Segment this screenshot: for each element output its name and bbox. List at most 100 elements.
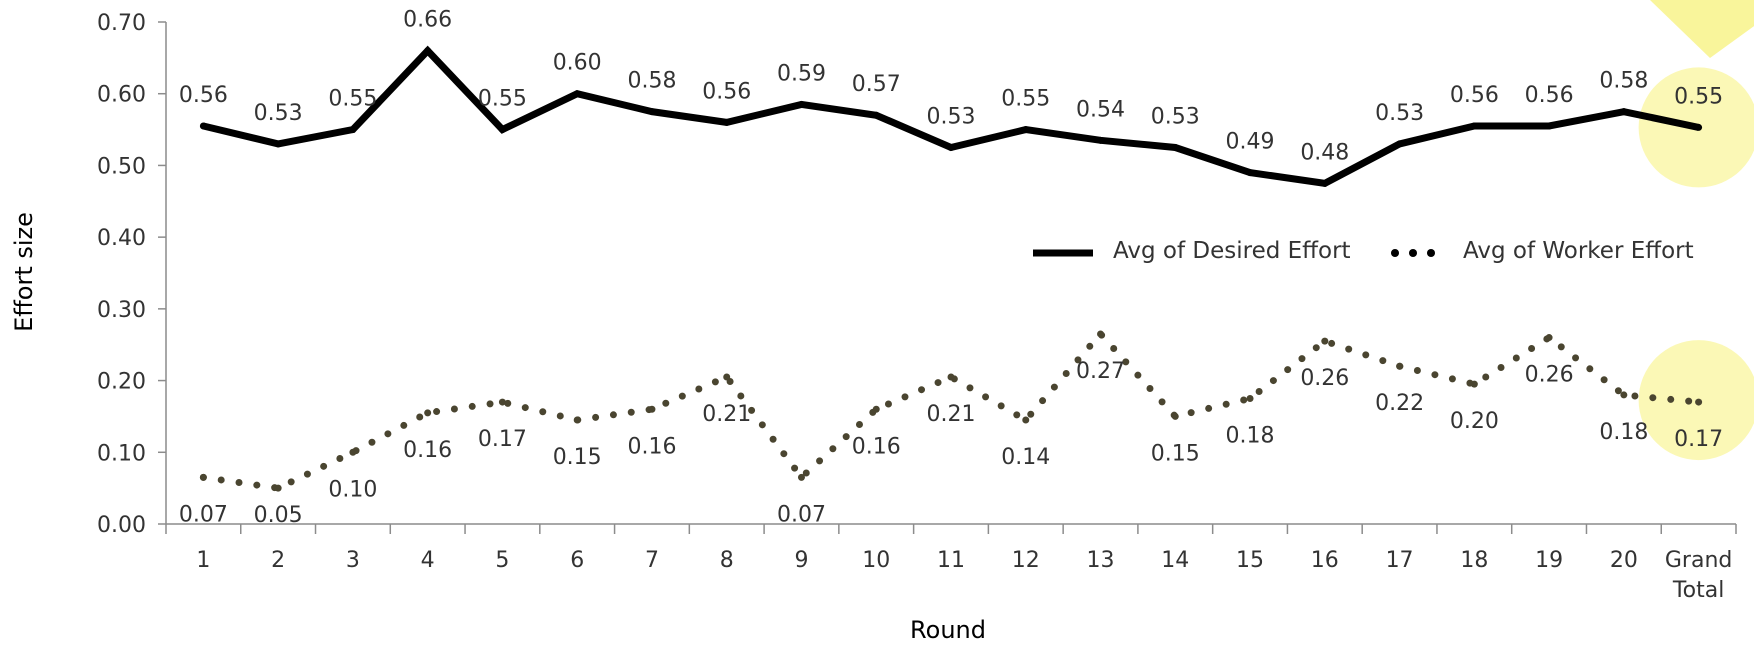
data-label-desired-effort: 0.60 <box>553 51 602 76</box>
x-tick-label: 7 <box>645 548 659 573</box>
data-point-desired-effort <box>1396 140 1404 148</box>
data-label-worker-effort: 0.15 <box>1151 441 1200 466</box>
data-point-desired-effort <box>349 126 357 134</box>
data-point-desired-effort <box>1097 136 1105 144</box>
y-tick-label: 0.40 <box>97 226 146 251</box>
data-point-desired-effort <box>947 144 955 151</box>
data-label-worker-effort: 0.22 <box>1375 391 1424 416</box>
y-tick-label: 0.60 <box>97 83 146 108</box>
data-label-desired-effort: 0.56 <box>1450 83 1499 108</box>
data-point-worker-effort <box>1470 380 1478 388</box>
x-tick-label: 13 <box>1087 548 1115 573</box>
data-label-desired-effort: 0.53 <box>1151 105 1200 130</box>
data-point-worker-effort <box>1097 330 1105 338</box>
data-label-worker-effort: 0.26 <box>1525 363 1574 388</box>
data-point-desired-effort <box>872 111 880 119</box>
legend-label-desired-effort: Avg of Desired Effort <box>1113 238 1351 264</box>
data-point-desired-effort <box>1695 123 1703 131</box>
x-tick-label: 10 <box>862 548 890 573</box>
data-point-worker-effort <box>872 405 880 413</box>
data-point-desired-effort <box>424 47 432 55</box>
data-label-worker-effort: 0.16 <box>627 434 676 459</box>
data-label-desired-effort: 0.55 <box>1674 84 1723 109</box>
axes: 0.000.100.200.300.400.500.600.701 2 3 4 5 6 7 8… <box>97 11 1737 603</box>
data-label-worker-effort: 0.27 <box>1076 359 1125 384</box>
data-labels: 0.56 0.53 0.55 0.66 0.55 0.60 0.58 0.56 0.59 0.57… <box>179 8 1723 528</box>
data-point-worker-effort <box>349 448 357 456</box>
data-point-worker-effort <box>498 398 506 406</box>
data-point-worker-effort <box>1022 416 1030 424</box>
data-point-desired-effort <box>1470 122 1478 130</box>
data-label-worker-effort: 0.18 <box>1226 424 1275 449</box>
data-point-worker-effort <box>424 409 432 417</box>
data-label-worker-effort: 0.17 <box>478 427 527 452</box>
data-label-worker-effort: 0.07 <box>179 502 228 527</box>
data-point-worker-effort <box>1620 391 1628 399</box>
data-label-desired-effort: 0.59 <box>777 61 826 86</box>
y-tick-label: 0.50 <box>97 154 146 179</box>
x-tick-label: 1 <box>196 548 210 573</box>
x-tick-label: 14 <box>1161 548 1189 573</box>
data-point-desired-effort <box>573 90 581 98</box>
data-label-desired-effort: 0.53 <box>254 101 303 126</box>
data-point-worker-effort <box>648 405 656 413</box>
y-tick-label: 0.30 <box>97 298 146 323</box>
x-axis-title: Round <box>910 616 986 644</box>
data-label-worker-effort: 0.21 <box>702 402 751 427</box>
data-label-worker-effort: 0.18 <box>1599 420 1648 445</box>
x-tick-label: 16 <box>1311 548 1339 573</box>
data-label-worker-effort: 0.14 <box>1001 445 1050 470</box>
data-label-desired-effort: 0.58 <box>627 69 676 94</box>
y-axis-title: Effort size <box>10 212 38 332</box>
data-point-desired-effort <box>1171 144 1179 151</box>
data-point-worker-effort <box>1246 395 1254 402</box>
data-label-worker-effort: 0.16 <box>852 434 901 459</box>
data-label-desired-effort: 0.55 <box>328 87 377 112</box>
data-point-worker-effort <box>1545 334 1553 342</box>
data-point-worker-effort <box>1171 412 1179 420</box>
x-tick-label: 20 <box>1610 548 1638 573</box>
data-point-worker-effort <box>274 484 282 492</box>
data-point-desired-effort <box>498 126 506 134</box>
data-point-worker-effort <box>573 416 581 424</box>
x-tick-label: 8 <box>720 548 734 573</box>
data-label-desired-effort: 0.53 <box>1375 101 1424 126</box>
x-tick-label: 17 <box>1386 548 1414 573</box>
data-label-worker-effort: 0.05 <box>254 503 303 528</box>
data-label-desired-effort: 0.56 <box>179 83 228 108</box>
data-label-desired-effort: 0.53 <box>927 105 976 130</box>
data-point-desired-effort <box>723 118 731 126</box>
x-tick-label: 4 <box>421 548 435 573</box>
x-tick-label: 5 <box>495 548 509 573</box>
data-label-desired-effort: 0.49 <box>1226 130 1275 155</box>
data-label-desired-effort: 0.48 <box>1300 140 1349 165</box>
data-point-desired-effort <box>199 122 207 130</box>
legend-swatch-worker-effort-dot <box>1427 249 1435 257</box>
data-point-desired-effort <box>1620 108 1628 116</box>
data-label-desired-effort: 0.55 <box>478 87 527 112</box>
x-tick-label: 18 <box>1460 548 1488 573</box>
y-tick-label: 0.00 <box>97 513 146 538</box>
series-line-worker-effort <box>199 330 1703 492</box>
y-tick-label: 0.20 <box>97 370 146 395</box>
data-label-worker-effort: 0.07 <box>777 502 826 527</box>
y-tick-label: 0.10 <box>97 441 146 466</box>
legend-swatch-worker-effort-dot <box>1391 249 1399 257</box>
data-point-worker-effort <box>797 473 805 481</box>
x-tick-label: 12 <box>1012 548 1040 573</box>
legend-label-worker-effort: Avg of Worker Effort <box>1463 238 1694 264</box>
legend-swatch-worker-effort-dot <box>1409 249 1417 257</box>
x-tick-label: 11 <box>937 548 965 573</box>
data-label-worker-effort: 0.10 <box>328 477 377 502</box>
data-label-worker-effort: 0.20 <box>1450 409 1499 434</box>
data-label-desired-effort: 0.54 <box>1076 97 1125 122</box>
data-label-worker-effort: 0.17 <box>1674 427 1723 452</box>
data-label-worker-effort: 0.21 <box>927 402 976 427</box>
data-point-worker-effort <box>1695 398 1703 406</box>
data-point-desired-effort <box>1321 179 1329 187</box>
data-label-worker-effort: 0.16 <box>403 438 452 463</box>
data-point-worker-effort <box>723 373 731 381</box>
x-tick-label: 3 <box>346 548 360 573</box>
